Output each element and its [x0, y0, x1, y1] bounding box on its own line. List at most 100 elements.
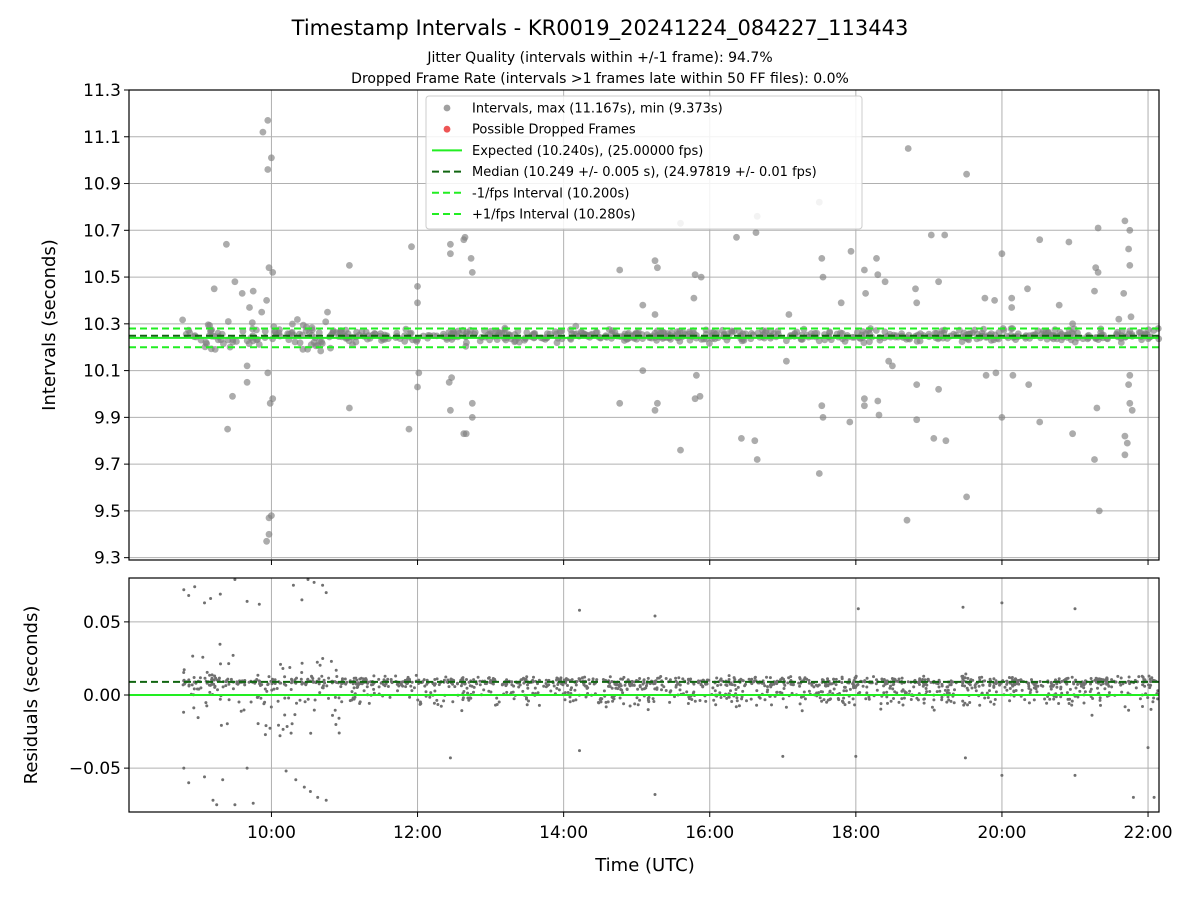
residual-point: [191, 654, 195, 658]
interval-point: [1126, 262, 1134, 269]
interval-point: [303, 323, 310, 331]
residual-point: [268, 726, 272, 730]
residual-point: [203, 601, 206, 605]
residual-point: [610, 686, 614, 690]
residual-point: [1098, 698, 1102, 702]
residual-point: [372, 687, 376, 691]
interval-point: [818, 255, 826, 262]
residual-point: [266, 682, 270, 686]
legend-marker-dot: [443, 125, 451, 133]
interval-point: [296, 339, 304, 347]
residual-point: [1076, 682, 1080, 686]
residual-point: [1070, 699, 1074, 703]
residual-point: [841, 699, 844, 703]
residual-point: [895, 691, 899, 695]
residual-point: [611, 699, 615, 703]
residual-point: [289, 731, 293, 735]
residual-point: [812, 685, 816, 689]
residual-point: [686, 702, 690, 705]
residual-point: [802, 690, 806, 694]
residual-point: [365, 685, 369, 689]
interval-point: [752, 229, 760, 237]
residual-point: [865, 685, 869, 689]
residual-point: [800, 709, 804, 713]
residual-point: [433, 678, 437, 681]
residual-point: [1034, 684, 1038, 688]
y-tick-label-bottom: −0.05: [69, 759, 121, 779]
residual-point: [699, 683, 703, 687]
residual-point: [272, 687, 276, 691]
interval-point: [1094, 224, 1102, 232]
residual-point: [423, 684, 427, 688]
residual-point: [1149, 707, 1153, 711]
residual-point: [262, 702, 266, 706]
interval-point: [447, 250, 454, 258]
interval-point: [461, 233, 469, 241]
residual-point: [1121, 682, 1125, 686]
residual-point: [848, 687, 852, 691]
residual-point: [865, 691, 869, 695]
residual-point: [896, 679, 899, 683]
residual-point: [317, 677, 321, 681]
residual-point: [798, 684, 802, 688]
residual-point: [182, 588, 186, 592]
residual-point: [712, 698, 716, 702]
residual-point: [1141, 683, 1145, 687]
residual-point: [902, 696, 906, 700]
residual-point: [358, 702, 362, 705]
residual-point: [566, 678, 570, 682]
residual-point: [937, 685, 941, 689]
residual-point: [329, 659, 333, 663]
residual-point: [404, 685, 408, 689]
residual-point: [466, 691, 470, 695]
residual-point: [810, 683, 814, 687]
residual-point: [968, 683, 972, 687]
interval-point: [467, 255, 475, 262]
interval-point: [862, 290, 869, 297]
residual-point: [816, 684, 820, 688]
residual-point: [350, 690, 354, 694]
interval-point: [271, 328, 279, 336]
residual-point: [331, 713, 334, 717]
interval-point: [1126, 371, 1134, 379]
interval-point: [1036, 236, 1044, 244]
residual-point: [741, 689, 745, 693]
residual-point: [570, 678, 574, 682]
residual-point: [1070, 675, 1074, 679]
residual-point: [966, 703, 969, 707]
interval-point: [847, 247, 855, 255]
residual-point: [630, 679, 634, 683]
residual-point: [798, 702, 802, 706]
interval-point: [264, 166, 272, 173]
interval-point: [963, 493, 970, 501]
residual-point: [865, 676, 869, 680]
interval-point: [981, 294, 989, 302]
interval-point: [393, 329, 401, 337]
residual-point: [906, 680, 910, 684]
residual-point: [224, 684, 228, 688]
residual-point: [874, 682, 878, 686]
residual-point: [844, 689, 848, 693]
interval-point: [268, 154, 275, 162]
residual-point: [311, 680, 315, 684]
residual-point: [949, 699, 953, 703]
interval-point: [1008, 294, 1016, 302]
residual-point: [714, 703, 718, 707]
residual-point: [367, 701, 371, 705]
residual-point: [646, 708, 650, 712]
y-tick-label-top: 9.7: [94, 455, 121, 475]
residual-point: [1152, 696, 1156, 700]
residual-point: [408, 695, 412, 699]
residual-point: [433, 683, 436, 687]
residual-point: [782, 687, 786, 690]
interval-point: [1069, 320, 1076, 328]
interval-point: [819, 273, 827, 281]
residual-point: [867, 697, 871, 701]
residual-point: [989, 700, 993, 704]
legend-label: Possible Dropped Frames: [472, 123, 636, 138]
residual-point: [690, 698, 694, 701]
interval-point: [1055, 301, 1063, 309]
residual-point: [1146, 696, 1150, 700]
residual-point: [734, 688, 738, 691]
residual-point: [256, 695, 260, 699]
